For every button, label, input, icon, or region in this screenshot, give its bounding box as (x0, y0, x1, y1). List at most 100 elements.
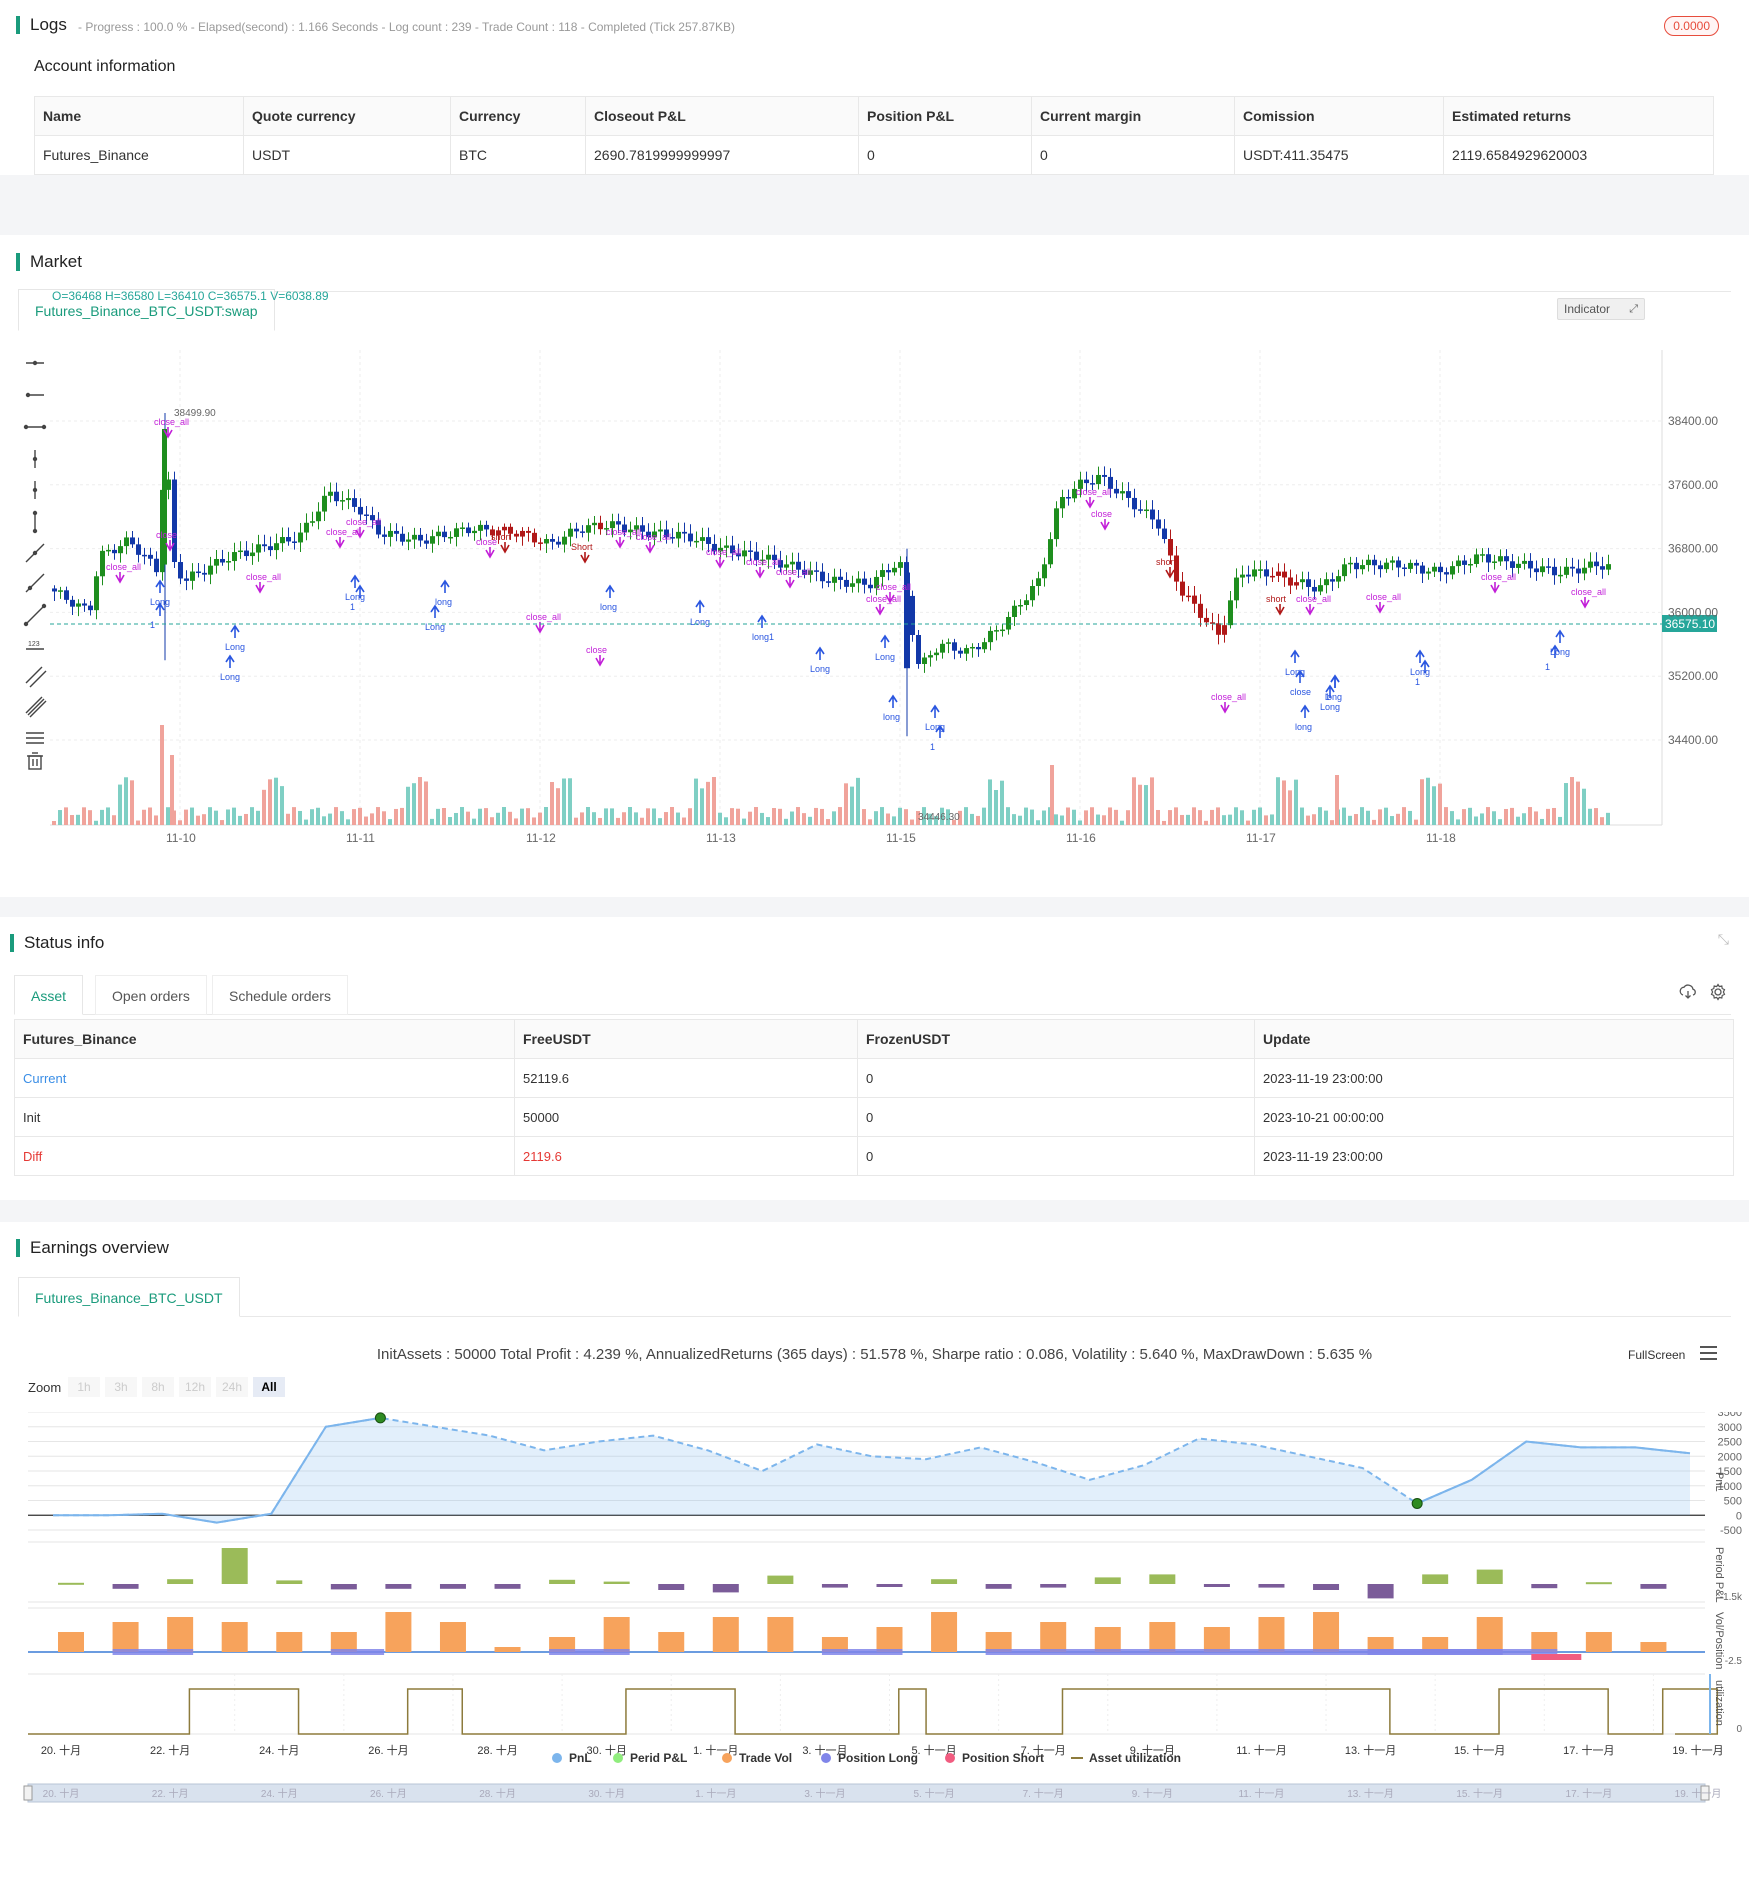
volume-bar (394, 808, 398, 825)
candle (1240, 565, 1245, 588)
volume-bar (1078, 820, 1082, 825)
candle (1270, 567, 1275, 582)
candle (298, 523, 303, 552)
candle (802, 560, 807, 579)
tab-market-symbol[interactable]: Futures_Binance_BTC_USDT:swap (18, 289, 275, 331)
settings-lines-icon[interactable] (26, 732, 44, 744)
candle-body (1372, 559, 1377, 566)
candle (208, 556, 213, 585)
trade-marker: close_all (636, 532, 671, 554)
cell: 2023-11-19 23:00:00 (1254, 1058, 1734, 1098)
candle (748, 540, 753, 562)
vertical-line-icon[interactable] (32, 450, 38, 468)
candle-body (100, 550, 105, 577)
trade-vol-bar (439, 1622, 466, 1652)
pnl-tick-label: 1500 (1718, 1466, 1742, 1478)
candle (1222, 615, 1227, 643)
candle-body (514, 533, 519, 537)
candle (736, 543, 741, 561)
trade-marker: long (600, 584, 617, 612)
trade-marker: close_all (154, 417, 189, 439)
tab-open-orders[interactable]: Open orders (95, 975, 207, 1015)
horizontal-segment-icon[interactable] (23, 424, 47, 430)
date-tick-label: 22. 十月 (150, 1743, 190, 1757)
zoom-12h-button[interactable]: 12h (179, 1377, 211, 1397)
candle (742, 540, 747, 565)
candle (1090, 474, 1095, 491)
volume-bar (1102, 815, 1106, 825)
price-line-icon[interactable]: 123 (26, 641, 44, 650)
pnl-plot: 3500 3000 2500 2000 1500 1000 500 0 -500 PnL (28, 1412, 1742, 1537)
table-row: Diff 2119.6 0 2023-11-19 23:00:00 (14, 1136, 1734, 1176)
legend-dot (722, 1753, 732, 1763)
volume-bar (880, 807, 884, 825)
candle (658, 520, 663, 541)
candle (1402, 563, 1407, 577)
candle (982, 637, 987, 653)
segment-line-icon[interactable] (23, 603, 47, 627)
candle-body (1072, 488, 1077, 499)
fullscreen-button[interactable]: FullScreen (1628, 1348, 1686, 1362)
candle (490, 525, 495, 540)
collapse-icon[interactable]: ⤡ (1717, 931, 1729, 947)
period-bar (439, 1584, 466, 1589)
candle-body (388, 530, 393, 537)
candle (1456, 555, 1461, 573)
logs-badge[interactable]: 0.0000 (1664, 16, 1719, 36)
earnings-chart[interactable]: 3500 3000 2500 2000 1500 1000 500 0 -500 PnL -1.5… (0, 1412, 1749, 1890)
zoom-3h-button[interactable]: 3h (105, 1377, 137, 1397)
candle-body (682, 531, 687, 534)
candle (1318, 578, 1323, 596)
menu-icon[interactable] (1700, 1346, 1718, 1360)
candle (1174, 545, 1179, 591)
ray-line-icon[interactable] (25, 573, 45, 593)
trade-markers: close_allclose_allcloseclose_allclose_al… (106, 417, 1606, 752)
trade-vol-bar (1203, 1627, 1230, 1652)
volume-bar (760, 812, 764, 825)
zoom-8h-button[interactable]: 8h (142, 1377, 174, 1397)
row-label-current[interactable]: Current (14, 1058, 515, 1098)
vertical-segment-icon[interactable] (32, 510, 38, 534)
horizontal-ray-icon[interactable] (25, 392, 44, 398)
legend: PnL Perid P&L Trade Vol Position Long Positi… (552, 1751, 1181, 1765)
candle (946, 638, 951, 654)
candle-body (856, 578, 861, 584)
fibonacci-icon[interactable] (25, 696, 47, 718)
candle-body (1282, 571, 1287, 578)
candlestick-chart[interactable]: close_allclose_allcloseclose_allclose_al… (0, 350, 1749, 870)
period-bar (712, 1584, 739, 1593)
volume-bar (868, 819, 872, 825)
zoom-1h-button[interactable]: 1h (68, 1377, 100, 1397)
trade-marker: Long (425, 604, 445, 632)
parallel-line-icon[interactable] (25, 666, 47, 688)
cell: 2119.6 (514, 1136, 858, 1176)
volume-bar (1258, 807, 1262, 825)
candle (862, 571, 867, 594)
indicator-button[interactable]: Indicator ⤢ (1557, 298, 1645, 320)
candle (1114, 480, 1119, 499)
zoom-All-button[interactable]: All (253, 1377, 285, 1397)
vertical-ray-icon[interactable] (32, 481, 38, 499)
candle (1480, 548, 1485, 563)
cloud-download-icon[interactable] (1679, 983, 1697, 1004)
arrow-down-icon (255, 582, 265, 594)
tab-asset[interactable]: Asset (14, 975, 84, 1015)
candle-body (1060, 497, 1065, 509)
candle-body (1132, 497, 1137, 510)
trend-line-icon[interactable] (25, 543, 45, 563)
trade-marker: close_all (876, 582, 911, 604)
candle (430, 529, 435, 553)
candle (1042, 557, 1047, 587)
volume-bar (1168, 810, 1172, 825)
horizontal-line-icon[interactable] (26, 360, 44, 366)
candle (328, 482, 333, 503)
trash-icon[interactable] (27, 752, 43, 770)
tab-schedule-orders[interactable]: Schedule orders (212, 975, 348, 1015)
navigator[interactable]: 20. 十月 22. 十月 24. 十月 26. 十月 28. 十月 30. 十月 1. 十… (23, 1783, 1721, 1803)
navigator-handle-right (1700, 1785, 1710, 1801)
zoom-24h-button[interactable]: 24h (216, 1377, 248, 1397)
volume-bar (1360, 807, 1364, 825)
volume-bar (790, 811, 794, 825)
tab-earnings-symbol[interactable]: Futures_Binance_BTC_USDT (18, 1277, 240, 1317)
settings-gear-icon[interactable] (1709, 983, 1727, 1004)
